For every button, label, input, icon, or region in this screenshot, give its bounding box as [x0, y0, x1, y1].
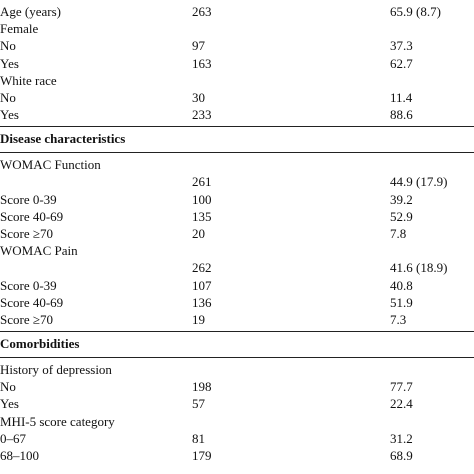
row-label: Score ≥70: [0, 226, 53, 241]
value: 40.8: [390, 277, 413, 293]
count: 163: [192, 55, 212, 71]
count: 135: [192, 208, 212, 224]
row-label: 0–67: [0, 430, 26, 446]
row-label: History of depression: [0, 362, 112, 377]
row-label: Yes: [0, 396, 19, 412]
value: 7.8: [390, 226, 407, 241]
row-label: WOMAC Pain: [0, 243, 78, 259]
value: 22.4: [390, 396, 413, 412]
count: 57: [192, 396, 205, 412]
section-header: Disease characteristics: [0, 131, 126, 147]
count: 19: [192, 312, 205, 327]
value: 88.6: [390, 107, 413, 123]
value: 77.7: [390, 379, 413, 395]
row-label: Score 40-69: [0, 294, 64, 310]
count: 20: [192, 226, 205, 241]
row-label: Score 0-39: [0, 191, 57, 207]
row-label: Score 40-69: [0, 208, 64, 224]
row-label: White race: [0, 72, 57, 88]
count: 261: [192, 174, 212, 190]
count: 136: [192, 294, 212, 310]
count: 263: [192, 4, 212, 19]
value: 31.2: [390, 430, 413, 446]
horizontal-rule: [0, 357, 474, 358]
value: 39.2: [390, 191, 413, 207]
horizontal-rule: [0, 331, 474, 332]
value: 41.6 (18.9): [390, 260, 448, 276]
row-label: 68–100: [0, 448, 39, 463]
row-label: Score 0-39: [0, 277, 57, 293]
value: 51.9: [390, 294, 413, 310]
row-label: MHI-5 score category: [0, 413, 115, 429]
value: 7.3: [390, 312, 407, 327]
count: 179: [192, 448, 212, 463]
value: 52.9: [390, 208, 413, 224]
row-label: Female: [0, 21, 39, 37]
count: 262: [192, 260, 212, 276]
count: 198: [192, 379, 212, 395]
count: 100: [192, 191, 212, 207]
count: 107: [192, 277, 212, 293]
row-label: No: [0, 38, 16, 54]
row-label: WOMAC Function: [0, 157, 101, 173]
value: 11.4: [390, 90, 413, 105]
horizontal-rule: [0, 152, 474, 154]
row-label: Score ≥70: [0, 312, 53, 327]
value: 37.3: [390, 38, 413, 54]
count: 97: [192, 38, 205, 54]
row-label: Age (years): [0, 4, 61, 19]
count: 233: [192, 107, 212, 123]
value: 62.7: [390, 55, 413, 71]
count: 81: [192, 430, 205, 446]
count: 30: [192, 90, 205, 105]
section-header: Comorbidities: [0, 336, 80, 351]
horizontal-rule: [0, 126, 474, 128]
value: 68.9: [390, 448, 413, 463]
row-label: Yes: [0, 107, 19, 123]
value: 44.9 (17.9): [390, 174, 448, 190]
row-label: No: [0, 379, 16, 395]
row-label: Yes: [0, 55, 19, 71]
value: 65.9 (8.7): [390, 4, 441, 19]
row-label: No: [0, 90, 16, 105]
